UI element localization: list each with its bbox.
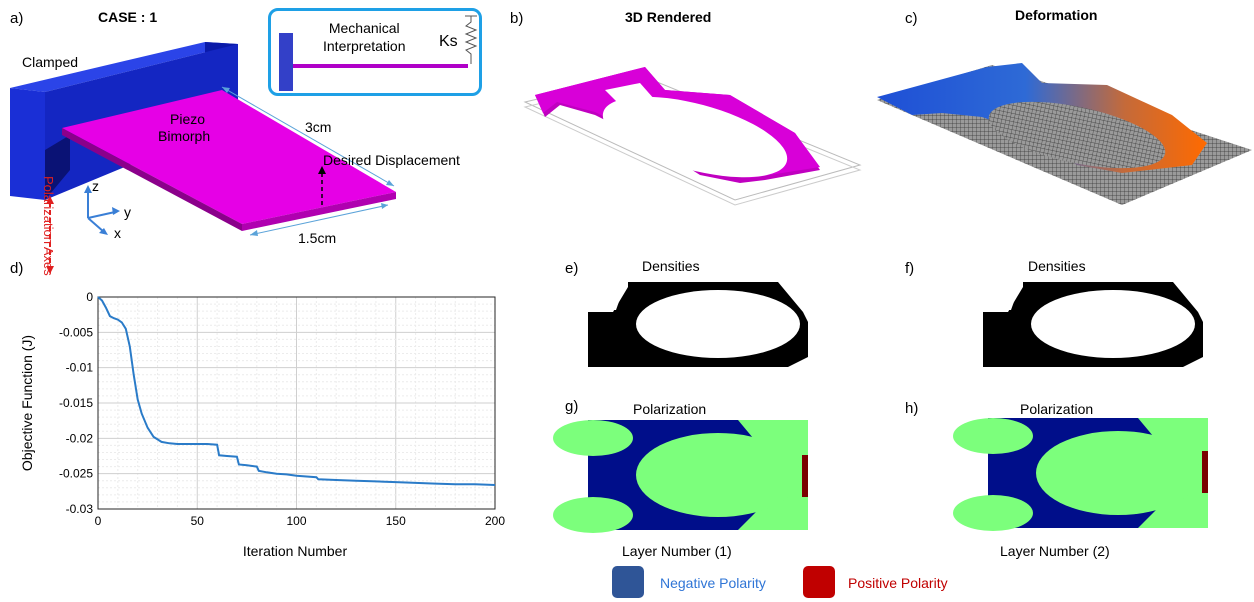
chart-ytick-label: 0 bbox=[86, 290, 93, 304]
panel-h-label: h) bbox=[905, 400, 919, 417]
panel-e-label: e) bbox=[565, 260, 579, 277]
polarization-layer-2 bbox=[953, 418, 1208, 531]
chart-grid bbox=[97, 296, 496, 510]
inset-beam bbox=[293, 64, 468, 68]
panel-d-label: d) bbox=[10, 260, 24, 277]
chart-xtick-label: 200 bbox=[485, 514, 505, 528]
panel-g-label: g) bbox=[565, 398, 579, 415]
beam-side bbox=[62, 128, 242, 231]
chart-ytick-label: -0.015 bbox=[59, 396, 93, 410]
panel-b-label: b) bbox=[510, 10, 524, 27]
densities-layer-1 bbox=[588, 282, 808, 367]
panel-e-title: Densities bbox=[642, 258, 700, 274]
panel-h-title: Polarization bbox=[1020, 401, 1094, 417]
length-label: 3cm bbox=[305, 119, 332, 135]
clamp-front bbox=[10, 88, 45, 200]
beam-top bbox=[62, 90, 396, 224]
chart-ytick-label: -0.03 bbox=[66, 502, 94, 516]
chart-xtick-label: 50 bbox=[191, 514, 205, 528]
rendered-3d-image bbox=[523, 67, 862, 206]
legend-negative-label: Negative Polarity bbox=[660, 575, 766, 591]
panel-a-title: CASE : 1 bbox=[98, 9, 158, 25]
densities-layer-2 bbox=[983, 282, 1203, 367]
displacement-label: Desired Displacement bbox=[323, 152, 460, 168]
layer-1-caption: Layer Number (1) bbox=[622, 543, 732, 559]
panel-g-title: Polarization bbox=[633, 401, 707, 417]
clamped-label: Clamped bbox=[22, 54, 79, 70]
legend-positive-label: Positive Polarity bbox=[848, 575, 948, 591]
panel-b-title: 3D Rendered bbox=[625, 9, 712, 25]
chart-xtick-label: 150 bbox=[386, 514, 406, 528]
layer-2-caption: Layer Number (2) bbox=[1000, 543, 1110, 559]
panel-f-title: Densities bbox=[1028, 258, 1086, 274]
chart-series-line bbox=[97, 296, 496, 486]
cantilever-illustration bbox=[10, 42, 396, 274]
chart-xtick-label: 100 bbox=[286, 514, 306, 528]
mechanical-inset: Mechanical Interpretation Ks bbox=[268, 8, 482, 96]
chart-ticks: 0 50 100 150 200 0 -0.005 -0.01 -0.015 -0.02 -0.02… bbox=[59, 290, 505, 528]
panel-c-title: Deformation bbox=[1015, 7, 1098, 23]
axis-z-label: z bbox=[92, 178, 99, 194]
chart-ytick-label: -0.025 bbox=[59, 467, 93, 481]
axis-x-label: x bbox=[114, 225, 121, 241]
chart-ytick-label: -0.005 bbox=[59, 325, 93, 339]
panel-f-label: f) bbox=[905, 260, 915, 277]
polarization-axes-label: Polarization Axes bbox=[41, 176, 56, 276]
chart-ytick-label: -0.02 bbox=[66, 431, 94, 445]
panel-c-label: c) bbox=[905, 10, 918, 27]
chart-xtick-label: 0 bbox=[95, 514, 102, 528]
panel-a-label: a) bbox=[10, 10, 24, 27]
inset-title: Mechanical Interpretation bbox=[323, 20, 406, 54]
axis-y-label: y bbox=[124, 204, 131, 220]
spring-icon bbox=[464, 15, 478, 64]
chart-ytick-label: -0.01 bbox=[66, 361, 94, 375]
inset-spring-label: Ks bbox=[439, 33, 458, 50]
objective-chart: 0 50 100 150 200 0 -0.005 -0.01 -0.015 -0.02 -0.02… bbox=[19, 290, 505, 559]
chart-ylabel: Objective Function (J) bbox=[19, 335, 35, 471]
clamp-top bbox=[10, 42, 238, 92]
inset-wall bbox=[279, 33, 293, 91]
piezo-label: Piezo Bimorph bbox=[158, 111, 211, 144]
width-label: 1.5cm bbox=[298, 230, 337, 246]
polarization-layer-1 bbox=[553, 420, 808, 533]
legend-negative-swatch bbox=[612, 566, 644, 598]
chart-plot-area bbox=[97, 296, 496, 510]
chart-xlabel: Iteration Number bbox=[243, 543, 348, 559]
deformation-image bbox=[877, 63, 1252, 205]
legend-positive-swatch bbox=[803, 566, 835, 598]
